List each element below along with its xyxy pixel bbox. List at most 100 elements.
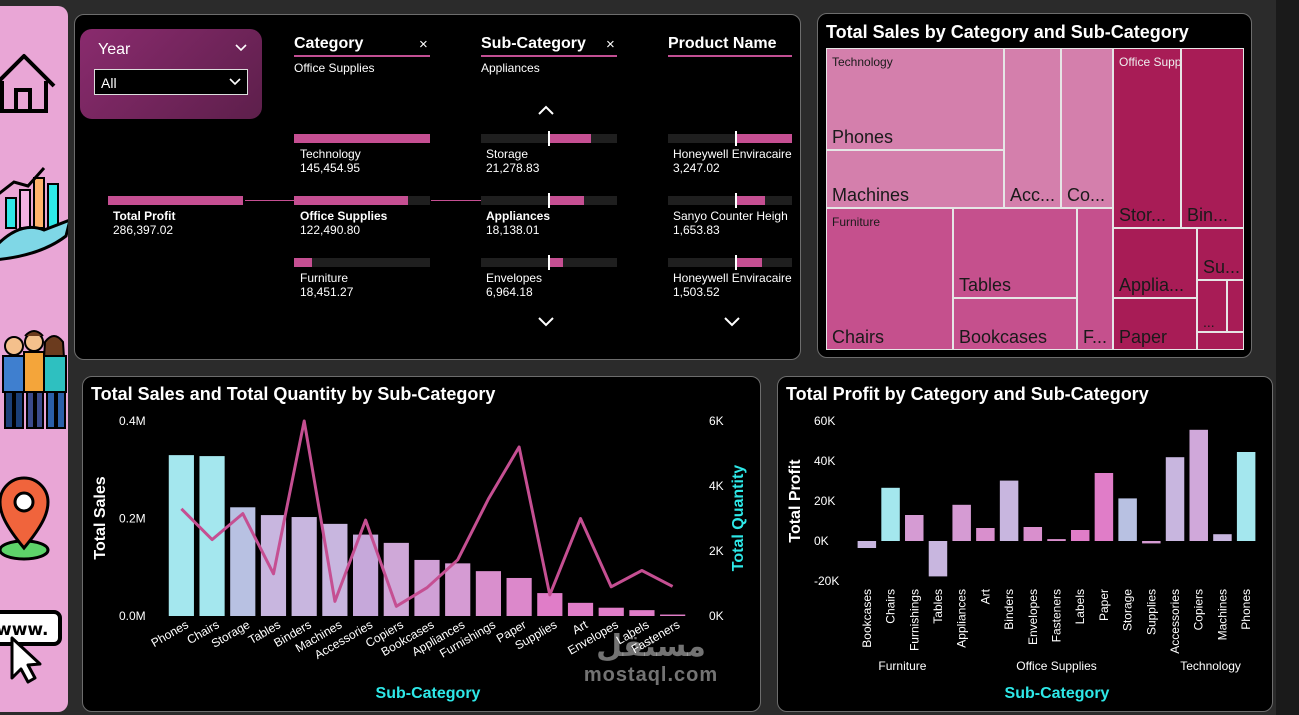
subcategory-node-bar[interactable] [549, 134, 591, 143]
y-axis-tick-label: 0K [814, 534, 829, 548]
treemap-cell-tables[interactable]: Tables [953, 208, 1077, 298]
profit-bar [857, 541, 877, 548]
treemap-cell-small[interactable] [1227, 280, 1244, 332]
x-axis-tick-label: Paper [1097, 589, 1111, 621]
y-axis-tick-label: 40K [814, 454, 835, 468]
treemap-cell-storage[interactable]: Office Supplies Stor... [1113, 48, 1181, 228]
product-node-bar[interactable] [736, 258, 762, 267]
x-axis-tick-label: Art [978, 588, 992, 604]
subcategory-node-value: 18,138.01 [486, 223, 540, 237]
treemap-group-label: Office Supplies [1119, 55, 1181, 69]
treemap-cell-appliances[interactable]: Applia... [1113, 228, 1197, 298]
profit-chart-title: Total Profit by Category and Sub-Categor… [786, 384, 1149, 404]
y-axis-tick-label: 0.0M [119, 609, 146, 623]
profit-bar [976, 528, 995, 541]
profit-chart: 60K 40K 20K 0K -20K Bookcases Chairs Furnishing… [787, 414, 1256, 702]
y2-axis-tick-label: 4K [709, 479, 724, 493]
combo-chart-title: Total Sales and Total Quantity by Sub-Ca… [91, 384, 496, 404]
x-axis-tick-label: Fasteners [1050, 589, 1064, 642]
product-node-label: Honeywell Enviracaire [673, 147, 792, 161]
treemap-cell-furnishings[interactable]: F... [1077, 208, 1113, 350]
customers-icon[interactable] [0, 324, 68, 429]
profit-bar [905, 515, 924, 541]
sales-bar [506, 577, 532, 616]
treemap-cell-binders[interactable]: Bin... [1181, 48, 1244, 228]
y-axis-tick-label: 60K [814, 414, 835, 428]
chevron-down-icon[interactable] [234, 41, 248, 60]
zero-marker [548, 255, 550, 270]
category-node-bar[interactable] [294, 258, 312, 267]
watermark-logo: مستقل mostaql.com [566, 630, 736, 687]
y-axis-tick-label: 0.4M [119, 414, 146, 428]
product-node-track [668, 258, 792, 267]
zero-marker [548, 193, 550, 208]
scroll-down-icon[interactable] [722, 315, 742, 334]
treemap-cell-other[interactable]: ... [1197, 280, 1227, 332]
treemap-cell-label: Bin... [1187, 205, 1229, 225]
product-node-bar[interactable] [736, 196, 765, 205]
profit-bar [1118, 498, 1137, 541]
treemap-group-label: Furniture [832, 215, 881, 229]
decomposition-tree-panel: Year All Category × Office Supplies Sub-… [74, 14, 801, 360]
category-node-label: Furniture [300, 271, 349, 285]
x-axis-tick-label: Furnishings [907, 589, 921, 651]
year-dropdown-value: All [101, 75, 117, 91]
product-node-value: 3,247.02 [673, 161, 720, 175]
category-node-bar[interactable] [294, 196, 408, 205]
profit-chart-panel: Total Profit by Category and Sub-Categor… [777, 376, 1273, 712]
svg-text:www.: www. [0, 620, 49, 640]
profit-bar [1142, 541, 1161, 544]
home-icon[interactable] [0, 26, 68, 126]
treemap-cell-supplies[interactable]: Su... [1197, 228, 1244, 280]
profit-bar [928, 541, 948, 577]
scroll-up-icon[interactable] [536, 103, 556, 122]
quantity-line [180, 419, 674, 608]
sales-bar [291, 517, 317, 616]
treemap-cell-machines[interactable]: Machines [826, 150, 1004, 208]
root-node-bar[interactable] [108, 196, 243, 205]
subcategory-node-bar[interactable] [549, 258, 563, 267]
profit-bar [1165, 457, 1185, 541]
y-axis-tick-label: -20K [814, 574, 839, 588]
treemap-cell-label: Su... [1203, 257, 1241, 277]
watermark-latin: mostaql.com [583, 664, 719, 686]
clear-category-icon[interactable]: × [419, 36, 428, 53]
treemap-cell-phones[interactable]: Technology Phones [826, 48, 1004, 150]
growth-chart-icon[interactable] [0, 156, 73, 261]
divider [668, 55, 792, 57]
subcategory-node-bar[interactable] [549, 196, 584, 205]
x-axis-tick-label: Bookcases [860, 589, 874, 648]
x-axis-tick-label: Phones [1239, 589, 1253, 630]
x-axis-tick-label: Accessories [1168, 589, 1182, 654]
treemap-cell-bookcases[interactable]: Bookcases [953, 298, 1077, 350]
profit-bar [999, 480, 1019, 541]
year-slicer-label: Year [98, 41, 131, 58]
sidebar-nav: www. [0, 6, 73, 712]
root-node-label: Total Profit [113, 209, 176, 223]
treemap-cell-small[interactable] [1197, 332, 1244, 350]
treemap-cell-copiers[interactable]: Co... [1061, 48, 1113, 208]
combo-chart: 0.0M0.2M0.4M0K2K4K6KPhonesChairsStorageT… [92, 414, 747, 702]
category-selected-value: Office Supplies [294, 61, 375, 75]
location-pin-icon[interactable] [0, 468, 68, 568]
clear-subcategory-icon[interactable]: × [606, 36, 615, 53]
treemap-cell-label: Bookcases [959, 327, 1048, 347]
product-node-bar[interactable] [736, 134, 792, 143]
category-node-bar[interactable] [294, 134, 430, 143]
treemap-group-label: Technology [832, 55, 893, 69]
subcategory-node-label: Storage [486, 147, 529, 161]
web-cursor-icon[interactable]: www. [0, 602, 68, 702]
x-axis-tick-label: Storage [1121, 589, 1135, 631]
treemap-cell-chairs[interactable]: Furniture Chairs [826, 208, 953, 350]
scroll-down-icon[interactable] [536, 315, 556, 334]
profit-bar [952, 504, 971, 541]
treemap-cell-accessories[interactable]: Acc... [1004, 48, 1061, 208]
sales-bar [598, 607, 624, 616]
y-axis-title: Total Sales [92, 476, 109, 559]
year-slicer: Year All [80, 29, 262, 119]
scroll-area [1276, 0, 1299, 715]
treemap-cell-label: Phones [832, 127, 894, 147]
treemap-cell-label: Tables [959, 275, 1012, 295]
treemap-cell-paper[interactable]: Paper [1113, 298, 1197, 350]
year-dropdown[interactable]: All [94, 69, 248, 95]
